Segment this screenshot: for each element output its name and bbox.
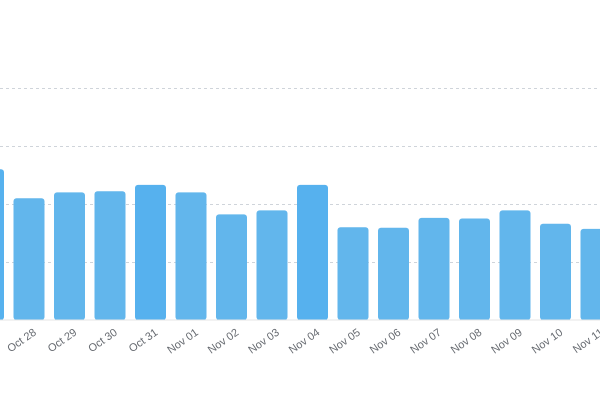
bar[interactable] <box>135 184 166 320</box>
x-tick-label: Nov 02 <box>206 327 241 357</box>
x-tick-label: Nov 09 <box>489 327 524 357</box>
bar[interactable] <box>256 210 288 320</box>
bar[interactable] <box>540 223 571 320</box>
x-tick-label: Oct 30 <box>86 327 119 355</box>
bar[interactable] <box>378 227 409 320</box>
bar[interactable] <box>54 192 85 320</box>
bar[interactable] <box>216 214 247 320</box>
bar[interactable] <box>297 184 328 320</box>
bar[interactable] <box>13 198 45 320</box>
x-tick-label: Oct 28 <box>5 327 38 355</box>
bar[interactable] <box>499 210 531 320</box>
x-tick-label: Nov 11 <box>571 327 600 356</box>
bar-layer <box>0 169 600 320</box>
bar[interactable] <box>337 227 369 320</box>
x-tick-label: Nov 04 <box>287 327 322 357</box>
x-tick-label: Nov 01 <box>165 327 200 357</box>
bar[interactable] <box>0 169 4 320</box>
bar[interactable] <box>175 192 207 320</box>
x-tick-label: Nov 08 <box>449 327 484 357</box>
bar[interactable] <box>459 218 490 321</box>
bar[interactable] <box>94 191 126 320</box>
x-tick-label: Nov 03 <box>246 327 281 357</box>
x-tick-label: Oct 31 <box>127 327 160 355</box>
bar[interactable] <box>418 217 450 320</box>
x-tick-label: Nov 10 <box>530 327 565 357</box>
x-tick-label: Oct 29 <box>46 327 79 355</box>
x-tick-label: Nov 06 <box>368 327 403 357</box>
bar[interactable] <box>580 228 600 320</box>
x-tick-label: Nov 07 <box>408 327 443 357</box>
x-tick-label: Nov 05 <box>327 327 362 357</box>
